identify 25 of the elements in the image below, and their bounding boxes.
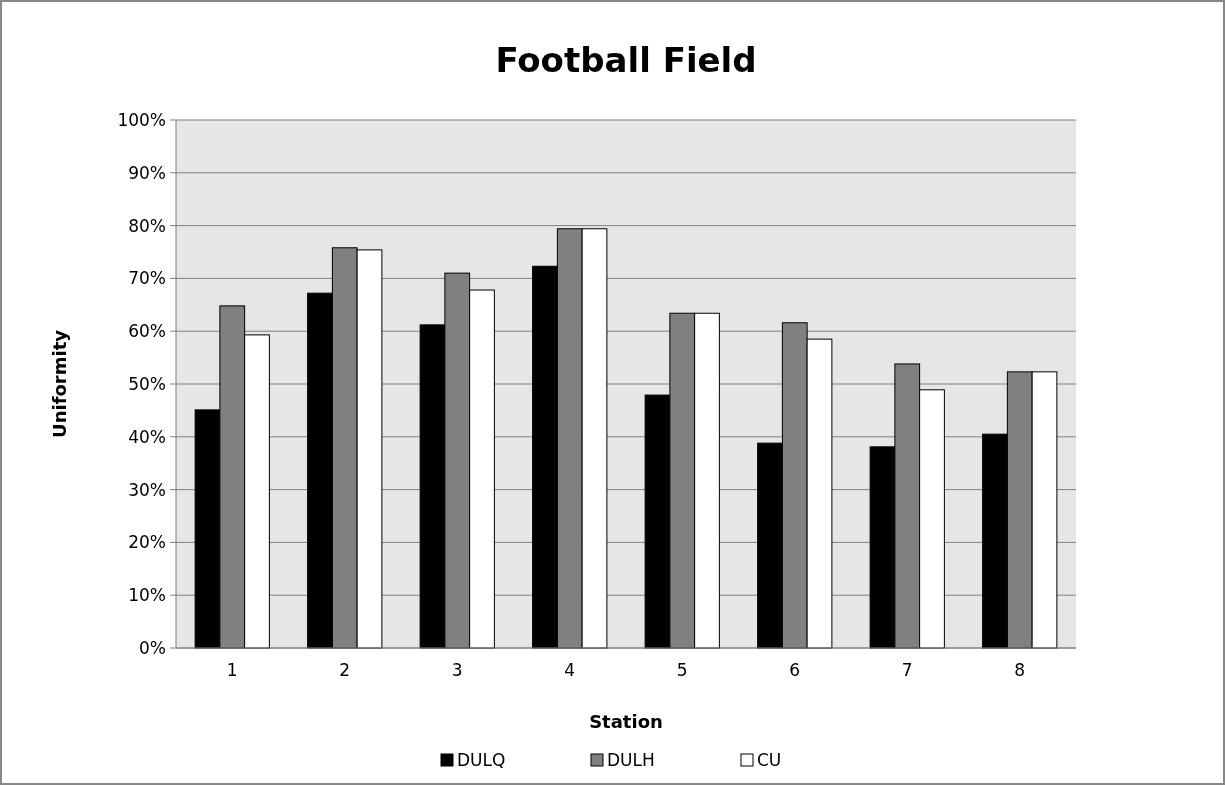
y-tick-label: 50% <box>128 373 166 394</box>
y-tick-label: 30% <box>128 479 166 500</box>
y-axis-title: Uniformity <box>49 329 70 438</box>
x-tick-label: 3 <box>451 660 463 680</box>
y-tick-label: 70% <box>128 268 166 289</box>
x-tick-label: 7 <box>901 660 913 680</box>
x-axis-title: Station <box>589 711 663 732</box>
y-tick-label: 60% <box>128 321 166 342</box>
y-tick-label: 90% <box>128 162 166 183</box>
x-tick-label: 4 <box>564 660 576 680</box>
y-tick-label: 20% <box>128 532 166 553</box>
x-tick-label: 5 <box>676 660 688 680</box>
x-tick-label: 8 <box>1014 660 1026 680</box>
y-tick-label: 100% <box>117 109 166 130</box>
y-tick-label: 0% <box>139 637 166 658</box>
x-tick-label: 2 <box>339 660 351 680</box>
y-tick-label: 40% <box>128 426 166 447</box>
legend-label: DULH <box>607 750 655 770</box>
x-tick-label: 1 <box>226 660 238 680</box>
legend-label: CU <box>757 750 782 770</box>
y-tick-label: 10% <box>128 585 166 606</box>
chart-title: Football Field <box>495 40 757 80</box>
legend-label: DULQ <box>457 750 506 770</box>
x-tick-label: 6 <box>789 660 801 680</box>
y-tick-label: 80% <box>128 215 166 236</box>
